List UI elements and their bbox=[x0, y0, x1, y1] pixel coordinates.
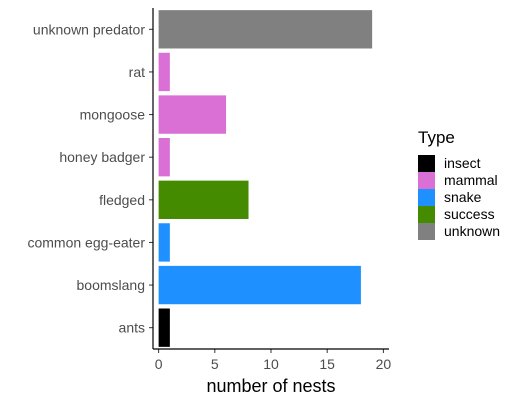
legend-label-snake: snake bbox=[444, 189, 482, 205]
x-tick-label: 0 bbox=[155, 356, 163, 372]
category-label: honey badger bbox=[59, 149, 145, 165]
legend-swatch-insect bbox=[418, 155, 435, 172]
bar-common-egg-eater bbox=[158, 223, 170, 262]
bar-mongoose bbox=[158, 95, 227, 134]
legend-label-unknown: unknown bbox=[444, 223, 500, 239]
bar-fledged bbox=[158, 180, 249, 219]
category-label: fledged bbox=[99, 192, 145, 208]
legend-title: Type bbox=[418, 128, 455, 147]
category-labels: unknown predator rat mongoose honey badger f… bbox=[27, 21, 153, 336]
category-label: common egg-eater bbox=[27, 234, 145, 250]
x-axis-ticks: 0 5 10 15 20 bbox=[155, 349, 392, 372]
bar-honey-badger bbox=[158, 138, 170, 177]
legend-swatch-unknown bbox=[418, 223, 435, 240]
category-label: mongoose bbox=[80, 107, 146, 123]
category-label: boomslang bbox=[77, 277, 146, 293]
x-axis-title: number of nests bbox=[206, 376, 335, 396]
x-tick-label: 10 bbox=[263, 356, 279, 372]
bar-rat bbox=[158, 52, 170, 92]
bar-boomslang bbox=[158, 265, 361, 305]
bar-unknown-predator bbox=[158, 10, 373, 49]
category-label: rat bbox=[129, 64, 145, 80]
bars-group bbox=[158, 10, 373, 347]
legend-swatch-success bbox=[418, 206, 435, 223]
x-tick-label: 20 bbox=[376, 356, 392, 372]
category-label: ants bbox=[119, 320, 145, 336]
category-label: unknown predator bbox=[33, 21, 145, 37]
legend-swatch-snake bbox=[418, 189, 435, 206]
legend-label-success: success bbox=[444, 206, 495, 222]
x-tick-label: 5 bbox=[211, 356, 219, 372]
x-tick-label: 15 bbox=[319, 356, 335, 372]
legend-swatch-mammal bbox=[418, 172, 435, 189]
legend-label-mammal: mammal bbox=[444, 172, 498, 188]
bar-ants bbox=[158, 308, 170, 347]
legend-label-insect: insect bbox=[444, 155, 481, 171]
